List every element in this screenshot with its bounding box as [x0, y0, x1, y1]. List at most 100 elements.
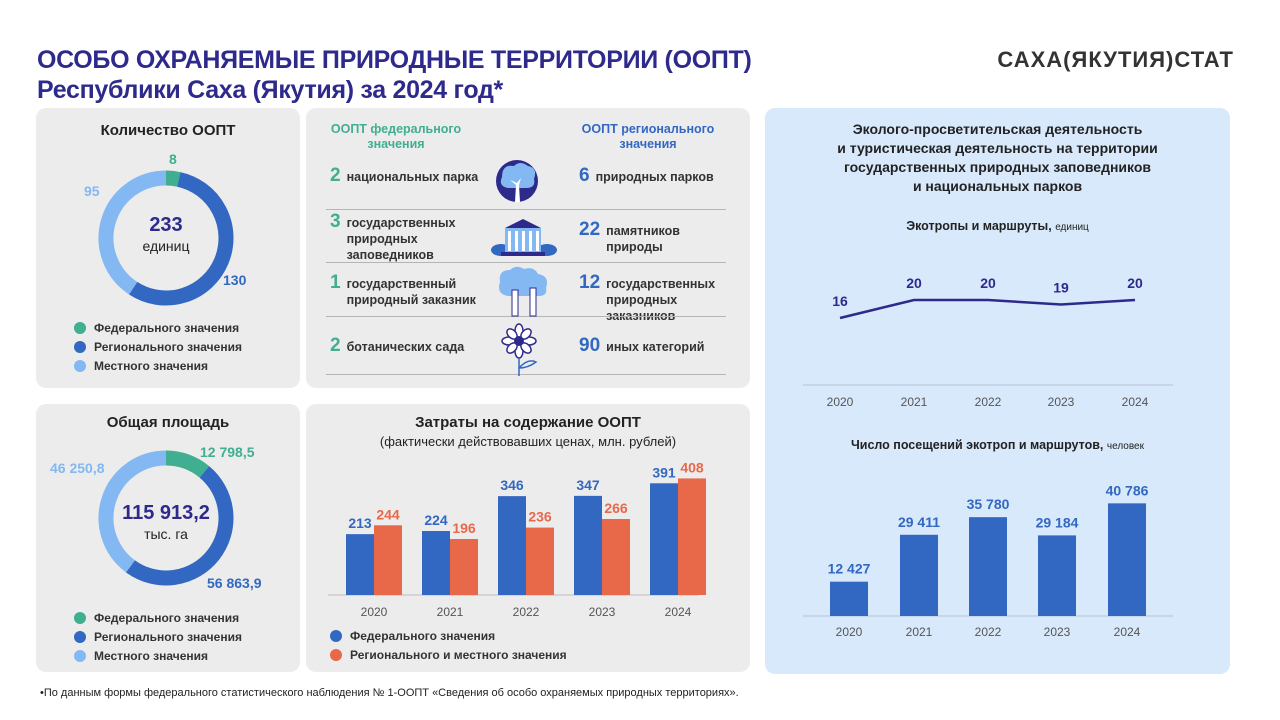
donut-slice — [165, 450, 210, 478]
visits-bar — [1108, 503, 1146, 616]
trails-value-label: 20 — [980, 275, 996, 291]
trails-line — [839, 298, 1136, 320]
trails-value-label: 20 — [906, 275, 922, 291]
count-panel: Количество ООПТ 233 единиц 8 130 95 Феде… — [36, 108, 300, 388]
count-label-federal: 8 — [169, 151, 177, 167]
forest-icon — [499, 266, 547, 317]
visits-bar — [969, 517, 1007, 616]
costs-bar — [498, 496, 526, 595]
row-divider — [326, 209, 726, 210]
count-total: 233 — [149, 214, 183, 236]
costs-bar — [678, 478, 706, 595]
trails-title: Экотропы и маршруты, единиц — [906, 219, 1089, 233]
costs-x-tick: 2020 — [361, 605, 388, 619]
area-label-regional: 56 863,9 — [207, 575, 262, 591]
legend-item-federal: Федерального значения — [330, 626, 567, 645]
costs-bar — [650, 483, 678, 595]
trails-x-tick: 2021 — [901, 395, 928, 409]
trails-value-label: 19 — [1053, 280, 1069, 296]
row-divider — [326, 374, 726, 375]
area-total: 115 913,2 — [122, 502, 210, 524]
eco-panel: Эколого-просветительская деятельность и … — [765, 108, 1230, 674]
costs-title: Затраты на содержание ООПТ — [415, 414, 641, 431]
costs-value-label: 236 — [528, 509, 552, 525]
costs-value-label: 196 — [452, 520, 476, 536]
legend-item-local: Местного значения — [74, 646, 242, 665]
trails-x-tick: 2023 — [1048, 395, 1075, 409]
costs-value-label: 224 — [424, 512, 448, 528]
count-label-regional: 130 — [223, 272, 247, 288]
donut-slice — [129, 172, 234, 306]
federal-item-sanctuary: 1 государственный природный заказник — [330, 272, 476, 308]
regional-item-monuments: 22 памятников природы — [579, 219, 680, 255]
legend-item-regional-local: Регионального и местного значения — [330, 645, 567, 664]
visits-bar-chart: 12 427 2020 29 411 2021 35 780 2022 29 184 2023… — [803, 482, 1173, 639]
count-legend: Федерального значения Регионального знач… — [74, 318, 242, 375]
donut-slice — [125, 466, 234, 586]
logo: САХА(ЯКУТИЯ)СТАТ — [997, 47, 1234, 72]
area-unit: тыс. га — [144, 526, 188, 542]
count-unit: единиц — [142, 238, 190, 254]
costs-bar — [374, 525, 402, 595]
trails-value-label: 16 — [832, 293, 848, 309]
count-label-local: 95 — [84, 183, 100, 199]
eco-title-line1: Эколого-просветительская деятельность — [852, 121, 1143, 137]
categories-panel: ООПТ федерального значения ООПТ регионал… — [306, 108, 750, 388]
costs-value-label: 346 — [500, 477, 524, 493]
donut-slice — [98, 170, 167, 295]
federal-item-national-parks: 2 национальных парка — [330, 165, 479, 186]
page-title: ОСОБО ОХРАНЯЕМЫЕ ПРИРОДНЫЕ ТЕРРИТОРИИ (О… — [37, 46, 752, 74]
legend-item-federal: Федерального значения — [74, 318, 242, 337]
federal-header: ООПТ федерального значения — [330, 122, 462, 151]
trails-x-tick: 2024 — [1122, 395, 1149, 409]
building-icon — [491, 219, 557, 256]
visits-bar — [900, 534, 938, 616]
federal-item-botanical-gardens: 2 ботанических сада — [330, 335, 465, 356]
costs-subtitle: (фактически действовавших ценах, млн. ру… — [379, 434, 677, 449]
footnote: •По данным формы федерального статистиче… — [40, 687, 739, 699]
regional-header: ООПТ регионального значения — [581, 122, 715, 151]
area-label-federal: 12 798,5 — [200, 444, 255, 460]
legend-item-regional: Регионального значения — [74, 627, 242, 646]
costs-value-label: 244 — [376, 506, 400, 522]
visits-x-tick: 2021 — [906, 625, 933, 639]
visits-value-label: 29 411 — [898, 514, 940, 530]
costs-x-tick: 2021 — [437, 605, 464, 619]
row-divider — [326, 316, 726, 317]
trails-x-tick: 2020 — [827, 395, 854, 409]
count-donut-chart — [98, 170, 234, 306]
costs-value-label: 213 — [348, 515, 372, 531]
visits-bar — [830, 581, 868, 616]
eco-title-line4: и национальных парков — [912, 178, 1083, 194]
donut-slice — [98, 450, 167, 573]
costs-value-label: 391 — [652, 464, 676, 480]
area-title: Общая площадь — [106, 414, 230, 431]
regional-item-other: 90 иных категорий — [579, 335, 705, 356]
visits-x-tick: 2022 — [975, 625, 1002, 639]
visits-bar — [1038, 535, 1076, 616]
area-legend: Федерального значения Регионального знач… — [74, 608, 242, 665]
donut-slice — [165, 170, 181, 187]
eco-title-line2: и туристическая деятельность на территор… — [837, 140, 1158, 156]
costs-x-tick: 2023 — [589, 605, 616, 619]
legend-item-regional: Регионального значения — [74, 337, 242, 356]
visits-x-tick: 2023 — [1044, 625, 1071, 639]
area-label-local: 46 250,8 — [50, 460, 105, 476]
regional-item-nature-parks: 6 природных парков — [579, 165, 714, 186]
flower-icon — [501, 323, 538, 376]
costs-panel: Затраты на содержание ООПТ (фактически д… — [306, 404, 750, 672]
costs-value-label: 266 — [604, 500, 628, 516]
federal-item-reserves: 3 государственных природных заповедников — [330, 211, 456, 263]
visits-x-tick: 2020 — [836, 625, 863, 639]
costs-bar — [450, 539, 478, 595]
costs-value-label: 347 — [576, 477, 600, 493]
visits-x-tick: 2024 — [1114, 625, 1141, 639]
page-subtitle: Республики Саха (Якутия) за 2024 год* — [37, 76, 503, 104]
visits-value-label: 29 184 — [1036, 514, 1079, 530]
visits-title: Число посещений экотроп и маршрутов, чел… — [850, 438, 1144, 452]
costs-bar — [526, 527, 554, 595]
area-panel: Общая площадь 115 913,2 тыс. га 12 798,5… — [36, 404, 300, 672]
row-divider — [326, 262, 726, 263]
